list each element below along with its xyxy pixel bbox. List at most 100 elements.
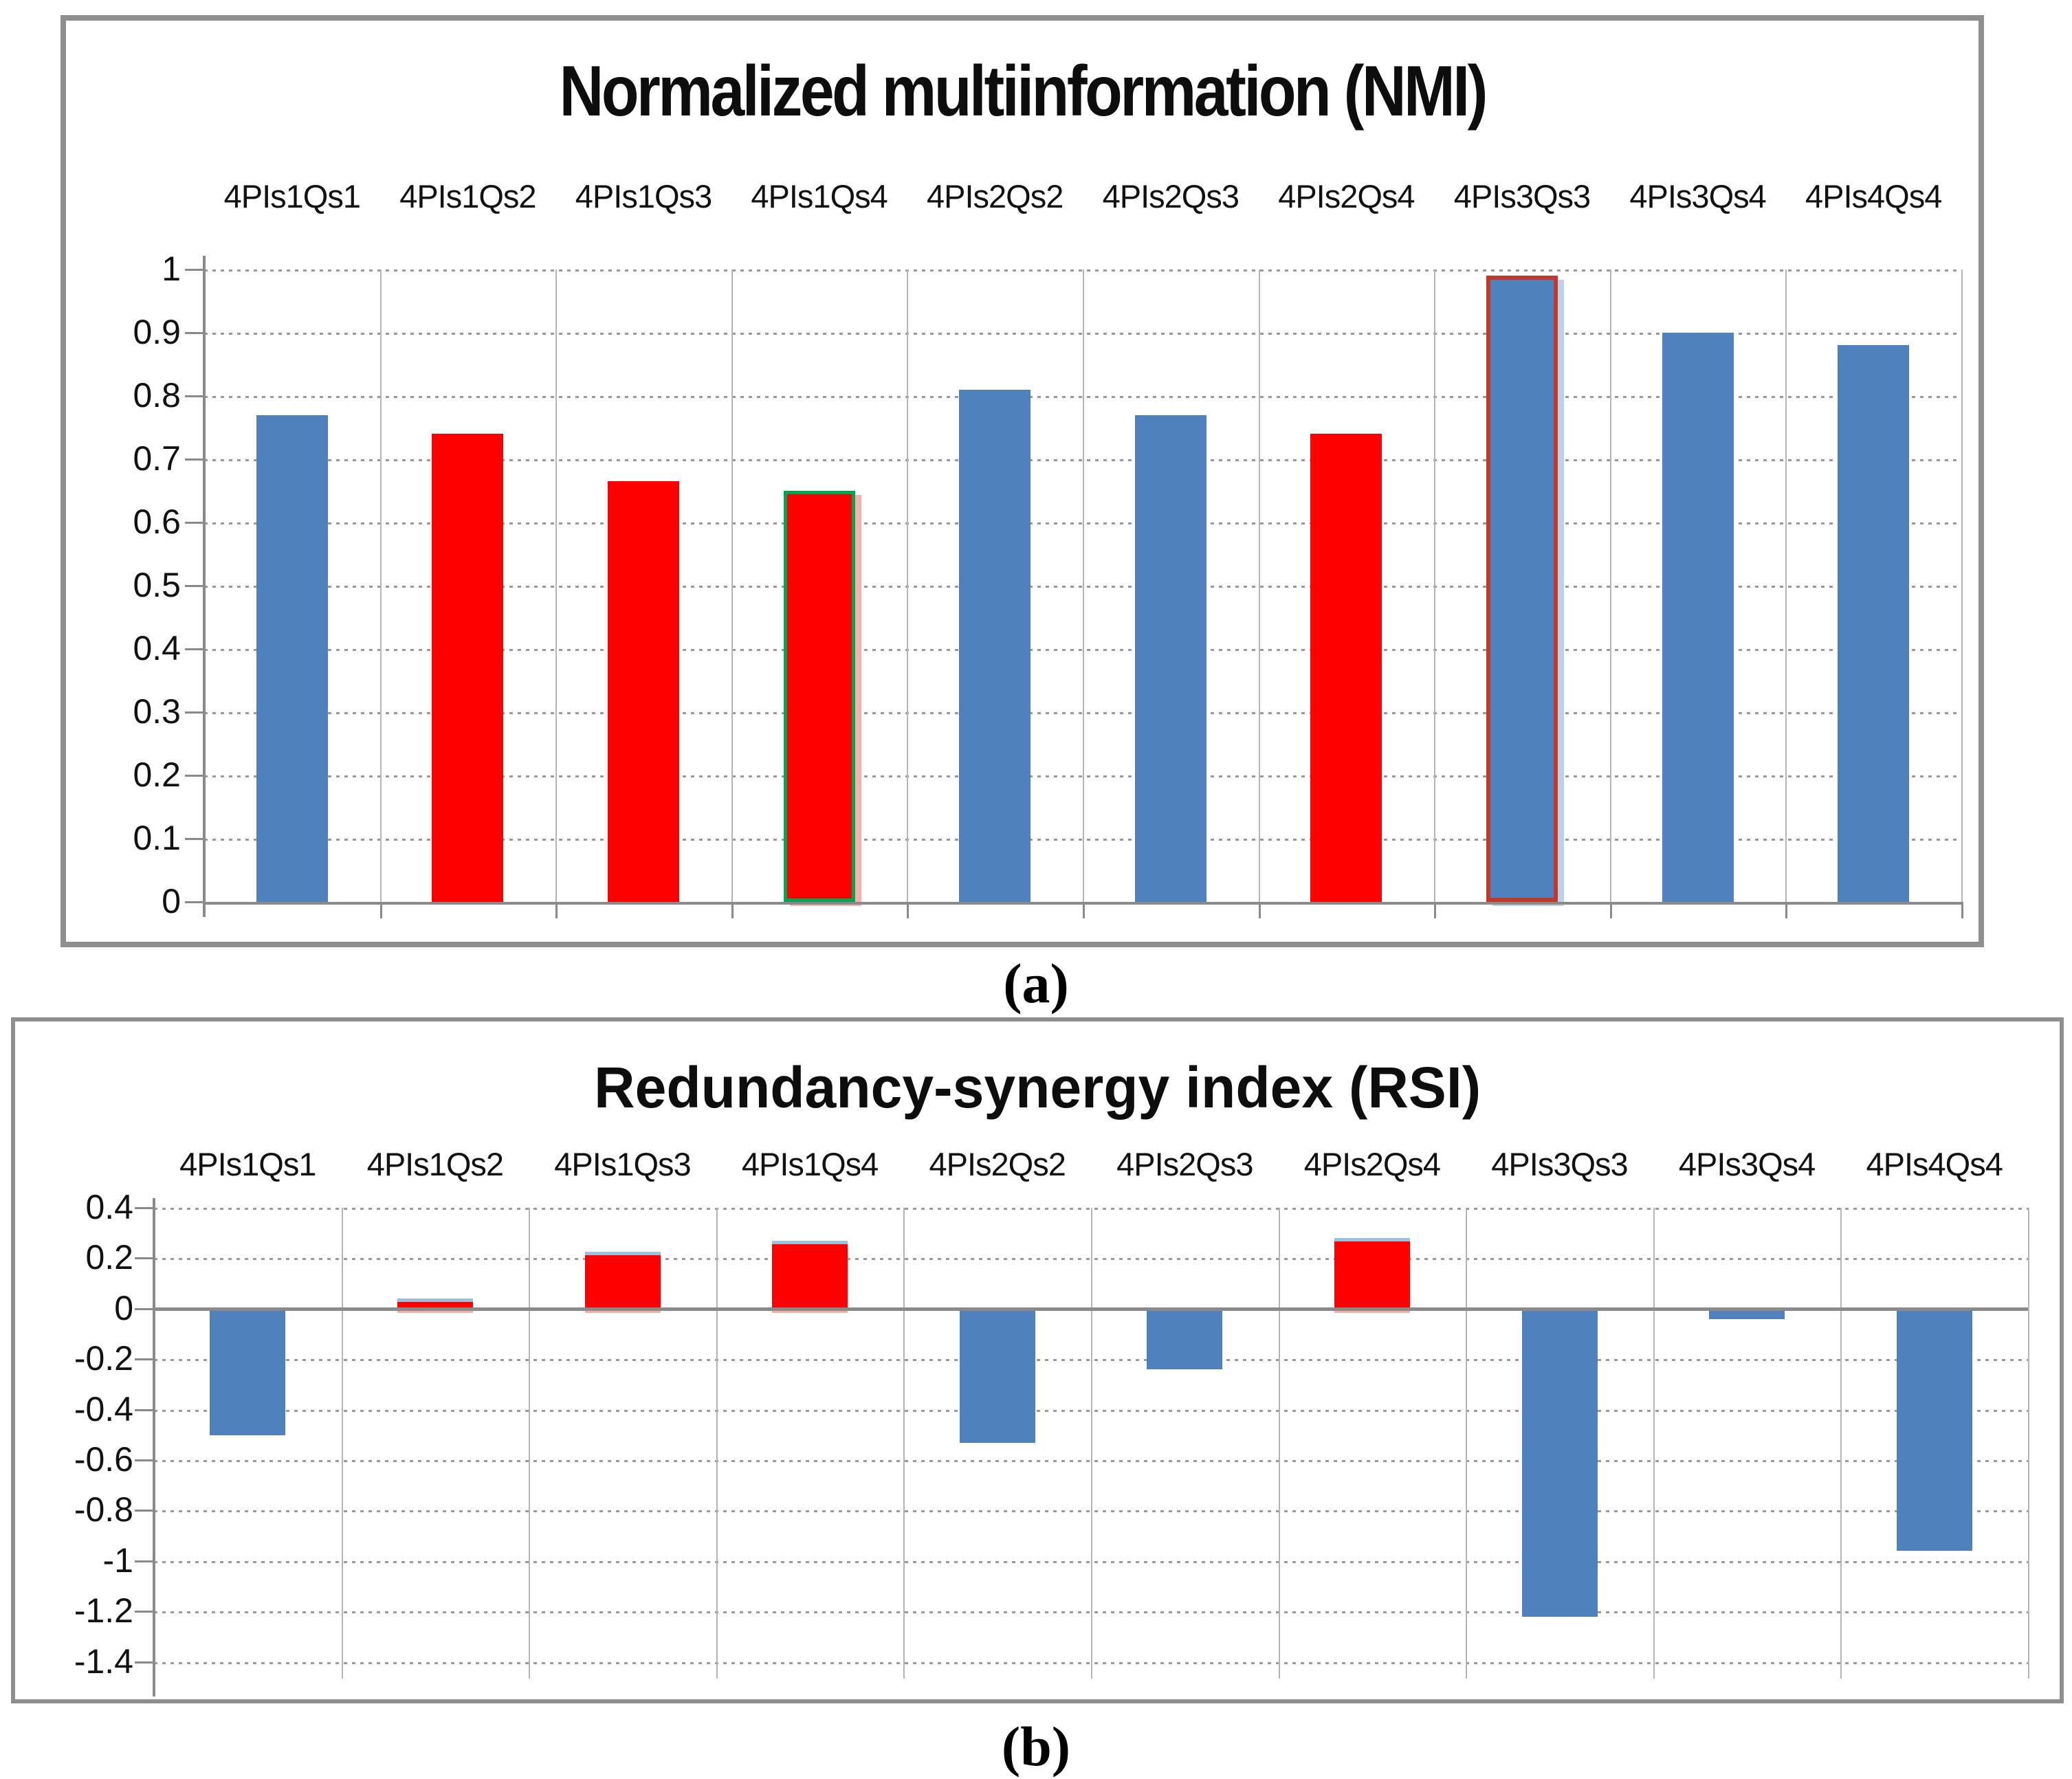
bar-4PIs2Qs4 [1310, 434, 1382, 902]
chart-a-title: Normalized multiinformation (NMI) [60, 51, 1984, 133]
v-gridline [1091, 1208, 1092, 1679]
x-axis-tick [1609, 902, 1612, 918]
category-label: 4PIs2Qs2 [926, 178, 1063, 214]
y-tick-label: -1 [102, 1540, 133, 1580]
chart-b-title: Redundancy-synergy index (RSI) [11, 1054, 2064, 1121]
v-gridline [1466, 1208, 1468, 1679]
y-axis-tick [135, 1661, 154, 1664]
bar-4PIs1Qs2 [397, 1299, 473, 1309]
y-axis-tick [135, 1358, 154, 1361]
category-label: 4PIs3Qs3 [1453, 178, 1591, 214]
category-label: 4PIs1Qs3 [575, 178, 712, 214]
x-axis-tick [1785, 902, 1788, 918]
category-label: 4PIs1Qs3 [554, 1146, 691, 1182]
x-axis-tick [731, 902, 734, 918]
bar-4PIs3Qs3 [1521, 1309, 1598, 1617]
y-tick-label: 0.7 [133, 439, 181, 478]
bar-4PIs2Qs2 [959, 1309, 1035, 1443]
category-label: 4PIs3Qs4 [1629, 178, 1766, 214]
bar-4PIs2Qs3 [1134, 415, 1206, 902]
bar-4PIs3Qs3 [1486, 276, 1558, 902]
y-axis-tick [185, 522, 204, 524]
v-gridline [716, 1208, 718, 1679]
y-axis-tick [135, 1510, 154, 1512]
v-gridline [555, 269, 558, 902]
category-label: 4PIs1Qs4 [741, 1146, 879, 1182]
y-tick-label: 0 [162, 882, 181, 920]
y-tick-label: 0 [114, 1288, 133, 1327]
v-gridline [731, 269, 733, 902]
category-label: 4PIs3Qs3 [1491, 1146, 1628, 1182]
bar-4PIs2Qs4 [1334, 1238, 1410, 1309]
bar-4PIs4Qs4 [1896, 1309, 1972, 1551]
y-axis-tick [185, 775, 204, 777]
x-axis-tick [1434, 902, 1437, 918]
y-axis-tick [135, 1560, 154, 1562]
bar-4PIs1Qs1 [256, 415, 328, 902]
bar-4PIs1Qs4 [783, 491, 855, 902]
y-axis-tick [185, 585, 204, 587]
category-label: 4PIs1Qs2 [366, 1146, 504, 1182]
y-tick-label: 0.4 [133, 629, 181, 667]
v-gridline [1961, 269, 1963, 902]
y-axis-tick [185, 332, 204, 334]
y-tick-label: 0.2 [85, 1238, 133, 1277]
category-label: 4PIs1Qs1 [223, 178, 361, 214]
y-tick-label: 0.3 [133, 692, 181, 731]
category-label: 4PIs2Qs2 [929, 1146, 1066, 1182]
caption-b: (b) [1001, 1715, 1071, 1778]
v-gridline [1785, 269, 1787, 902]
v-gridline [1609, 269, 1611, 902]
v-gridline [379, 269, 382, 902]
y-tick-label: 0.5 [133, 566, 181, 604]
y-axis-tick [185, 269, 204, 271]
y-tick-label: 0.2 [133, 755, 181, 794]
y-tick-label: 0.9 [133, 313, 181, 351]
y-tick-label: -0.2 [74, 1339, 133, 1378]
x-axis-line [204, 902, 1961, 905]
category-label: 4PIs1Qs4 [751, 178, 888, 214]
y-axis-tick [185, 458, 204, 461]
category-label: 4PIs4Qs4 [1866, 1146, 2003, 1182]
y-axis-tick [185, 648, 204, 650]
bar-4PIs1Qs2 [432, 434, 504, 902]
y-tick-label: -1.4 [74, 1642, 133, 1681]
category-label: 4PIs2Qs3 [1116, 1146, 1253, 1182]
y-axis-tick [135, 1408, 154, 1411]
chart-b-title-text: Redundancy-synergy index (RSI) [594, 1055, 1481, 1120]
x-axis-tick [1961, 902, 1963, 918]
v-gridline [1840, 1208, 1842, 1679]
category-label: 4PIs2Qs4 [1303, 1146, 1441, 1182]
v-gridline [341, 1208, 343, 1679]
y-axis-tick [135, 1207, 154, 1209]
bar-4PIs4Qs4 [1838, 345, 1910, 902]
bar-4PIs2Qs2 [959, 389, 1031, 902]
category-label: 4PIs3Qs4 [1678, 1146, 1816, 1182]
y-axis-tick [185, 838, 204, 840]
category-label: 4PIs2Qs4 [1278, 178, 1415, 214]
y-tick-label: -0.4 [74, 1389, 133, 1428]
y-axis-tick [185, 901, 204, 903]
x-axis-tick [1258, 902, 1261, 918]
x-axis-tick [1083, 902, 1085, 918]
v-gridline [529, 1208, 531, 1679]
y-tick-label: 0.4 [85, 1188, 133, 1226]
x-axis-tick [379, 902, 382, 918]
caption-a: (a) [1003, 952, 1069, 1015]
x-axis-tick [555, 902, 558, 918]
v-gridline [1258, 269, 1260, 902]
category-label: 4PIs2Qs3 [1102, 178, 1239, 214]
y-axis-tick [185, 395, 204, 397]
v-gridline [1083, 269, 1084, 902]
category-label: 4PIs1Qs2 [399, 178, 536, 214]
zero-gridline [154, 1307, 2028, 1311]
bar-4PIs1Qs4 [772, 1240, 848, 1309]
category-label: 4PIs1Qs1 [179, 1146, 316, 1182]
bar-4PIs3Qs4 [1662, 333, 1734, 902]
y-tick-label: 1 [162, 250, 181, 288]
y-tick-label: 0.1 [133, 819, 181, 857]
y-tick-label: -0.6 [74, 1440, 133, 1479]
